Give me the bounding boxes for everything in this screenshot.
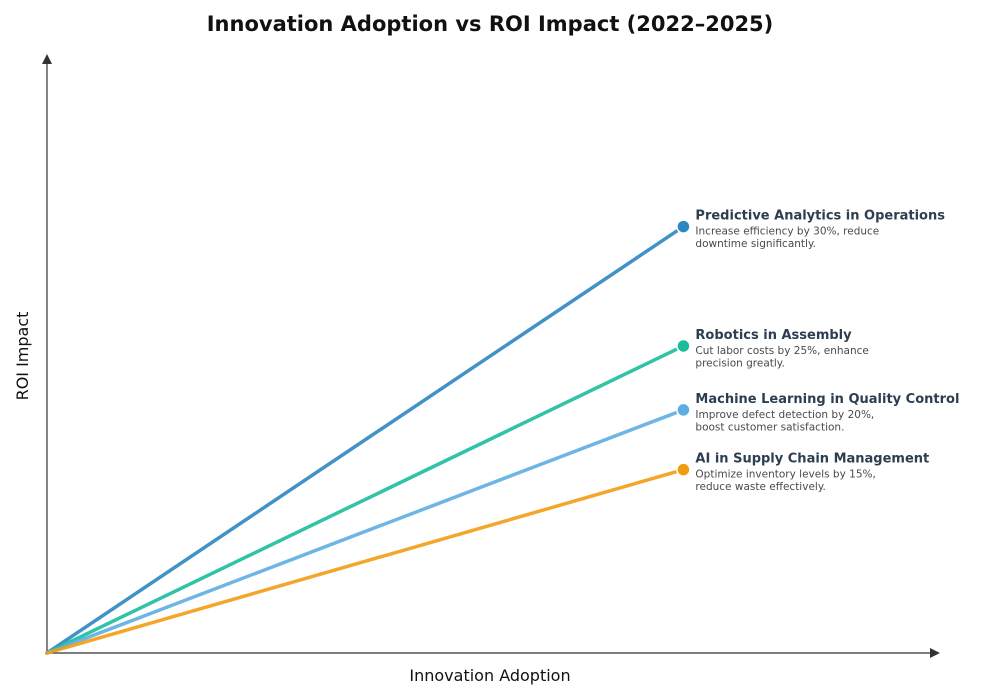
series-layer: Predictive Analytics in Operations Increa… (45, 209, 959, 655)
series-endpoint-robotics-in-assembly (676, 338, 691, 354)
series-label-ai-in-supply-chain-management: AI in Supply Chain Management (695, 452, 929, 467)
series-ai-in-supply-chain-management: AI in Supply Chain Management Optimize in… (45, 452, 929, 655)
y-axis-label: ROI Impact (13, 312, 32, 401)
series-description-robotics-in-assembly: Cut labor costs by 25%, enhance (695, 345, 868, 357)
series-description-predictive-analytics-in-operations: downtime significantly. (695, 238, 816, 250)
series-line-ai-in-supply-chain-management (45, 467, 686, 655)
series-endpoint-ai-in-supply-chain-management (676, 462, 691, 477)
series-robotics-in-assembly: Robotics in Assembly Cut labor costs by 2… (45, 328, 869, 655)
x-axis-label: Innovation Adoption (409, 666, 570, 685)
chart-title: Innovation Adoption vs ROI Impact (2022–… (207, 12, 774, 36)
series-description-ai-in-supply-chain-management: Optimize inventory levels by 15%, (695, 469, 875, 481)
series-label-predictive-analytics-in-operations: Predictive Analytics in Operations (695, 209, 945, 224)
series-machine-learning-in-quality-control: Machine Learning in Quality Control Impro… (45, 392, 959, 655)
series-description-predictive-analytics-in-operations: Increase efficiency by 30%, reduce (695, 226, 879, 238)
series-predictive-analytics-in-operations: Predictive Analytics in Operations Increa… (45, 209, 945, 655)
series-description-machine-learning-in-quality-control: Improve defect detection by 20%, (695, 409, 874, 421)
series-line-robotics-in-assembly (45, 344, 686, 655)
series-description-machine-learning-in-quality-control: boost customer satisfaction. (695, 421, 844, 433)
series-endpoint-machine-learning-in-quality-control (676, 402, 691, 418)
series-description-robotics-in-assembly: precision greatly. (695, 357, 784, 369)
series-endpoint-predictive-analytics-in-operations (676, 219, 691, 234)
series-label-robotics-in-assembly: Robotics in Assembly (695, 328, 852, 343)
series-label-machine-learning-in-quality-control: Machine Learning in Quality Control (695, 392, 959, 407)
series-line-predictive-analytics-in-operations (45, 224, 686, 655)
series-description-ai-in-supply-chain-management: reduce waste effectively. (695, 481, 825, 493)
series-line-machine-learning-in-quality-control (45, 408, 686, 655)
